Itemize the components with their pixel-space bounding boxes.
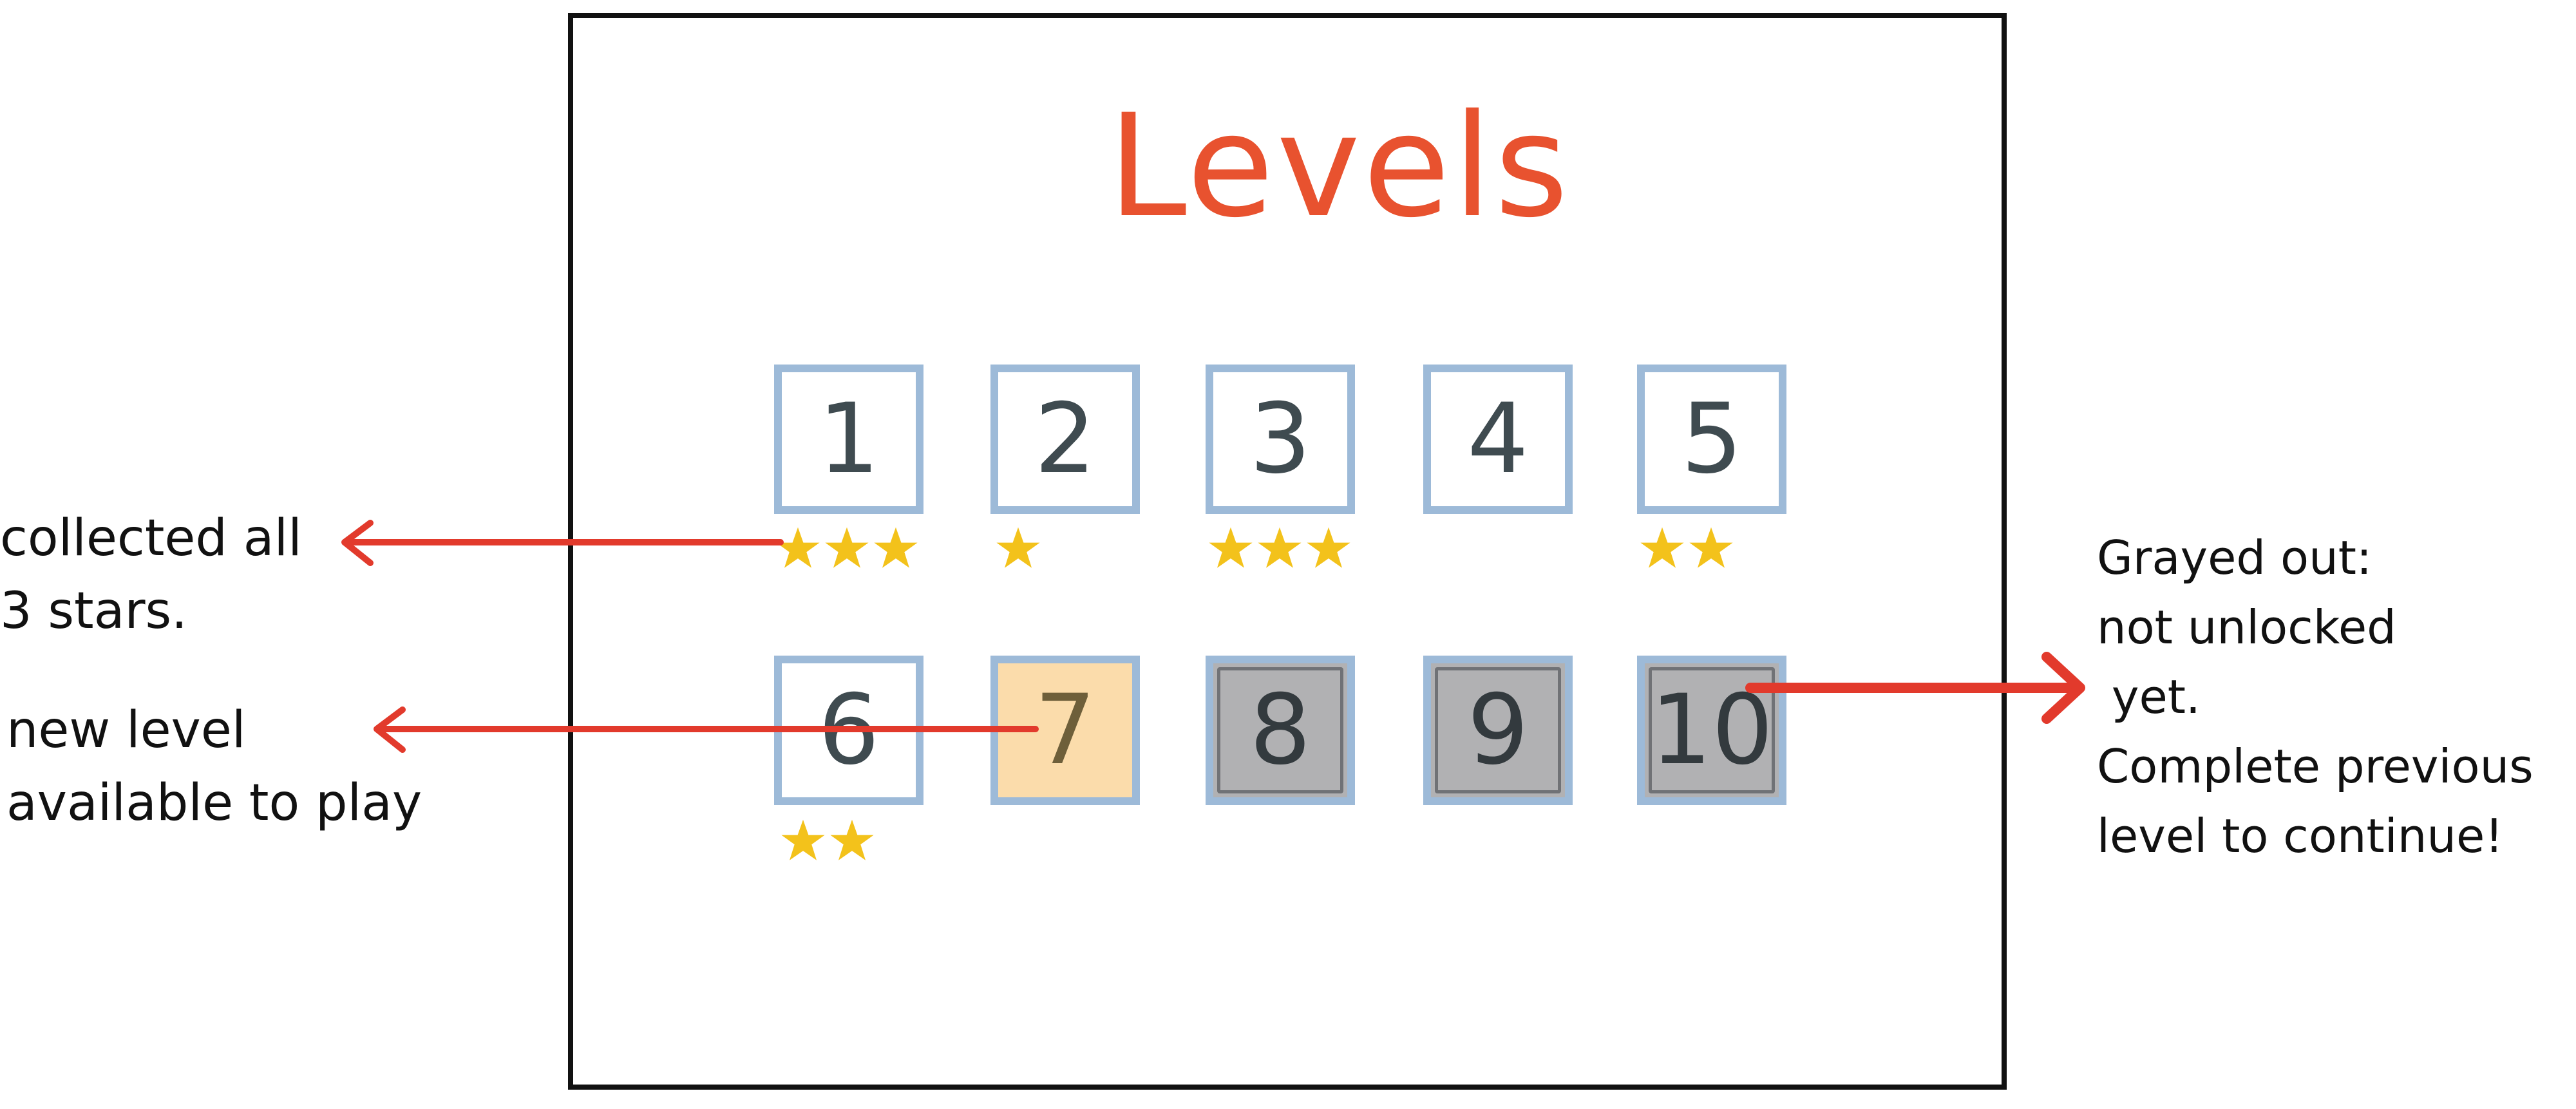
level-tile-1[interactable]: 1 [774, 365, 923, 514]
star-icon [996, 527, 1040, 568]
lock-overlay [1649, 667, 1775, 793]
star-icon [825, 527, 869, 568]
star-icon [1307, 527, 1350, 568]
level-tile-2[interactable]: 2 [990, 365, 1140, 514]
star-rating [996, 526, 1041, 571]
level-number: 6 [818, 674, 880, 786]
level-tile-6[interactable]: 6 [774, 656, 923, 805]
level-number: 9 [1467, 674, 1529, 786]
level-number: 8 [1249, 674, 1311, 786]
star-icon [1258, 527, 1302, 568]
star-rating [1640, 526, 1734, 571]
page-title: Levels [1108, 84, 1571, 249]
level-number: 7 [1034, 674, 1096, 786]
star-icon [830, 819, 874, 860]
level-number: 1 [818, 383, 880, 495]
star-icon [1689, 527, 1733, 568]
level-tile-3[interactable]: 3 [1206, 365, 1355, 514]
level-tile-8[interactable]: 8 [1206, 656, 1355, 805]
annotation-grayed-out: Grayed out: not unlocked yet. Complete p… [2097, 531, 2533, 863]
level-number: 10 [1650, 674, 1774, 786]
level-tile-4[interactable]: 4 [1423, 365, 1573, 514]
level-number: 2 [1034, 383, 1096, 495]
star-rating [775, 526, 918, 571]
level-number: 3 [1249, 383, 1311, 495]
level-tile-9[interactable]: 9 [1423, 656, 1573, 805]
star-icon [776, 527, 820, 568]
level-tile-10[interactable]: 10 [1637, 656, 1786, 805]
level-tile-5[interactable]: 5 [1637, 365, 1786, 514]
level-number: 5 [1681, 383, 1743, 495]
star-icon [781, 819, 825, 860]
star-rating [1208, 526, 1351, 571]
level-tile-7[interactable]: 7 [990, 656, 1140, 805]
annotation-all-stars: collected all 3 stars. [0, 509, 302, 641]
star-icon [1209, 527, 1253, 568]
star-icon [874, 527, 918, 568]
lock-overlay [1217, 667, 1343, 793]
star-rating [781, 818, 875, 863]
annotation-new-level: new level available to play [6, 701, 422, 833]
star-icon [1640, 527, 1684, 568]
lock-overlay [1435, 667, 1561, 793]
level-number: 4 [1467, 383, 1529, 495]
